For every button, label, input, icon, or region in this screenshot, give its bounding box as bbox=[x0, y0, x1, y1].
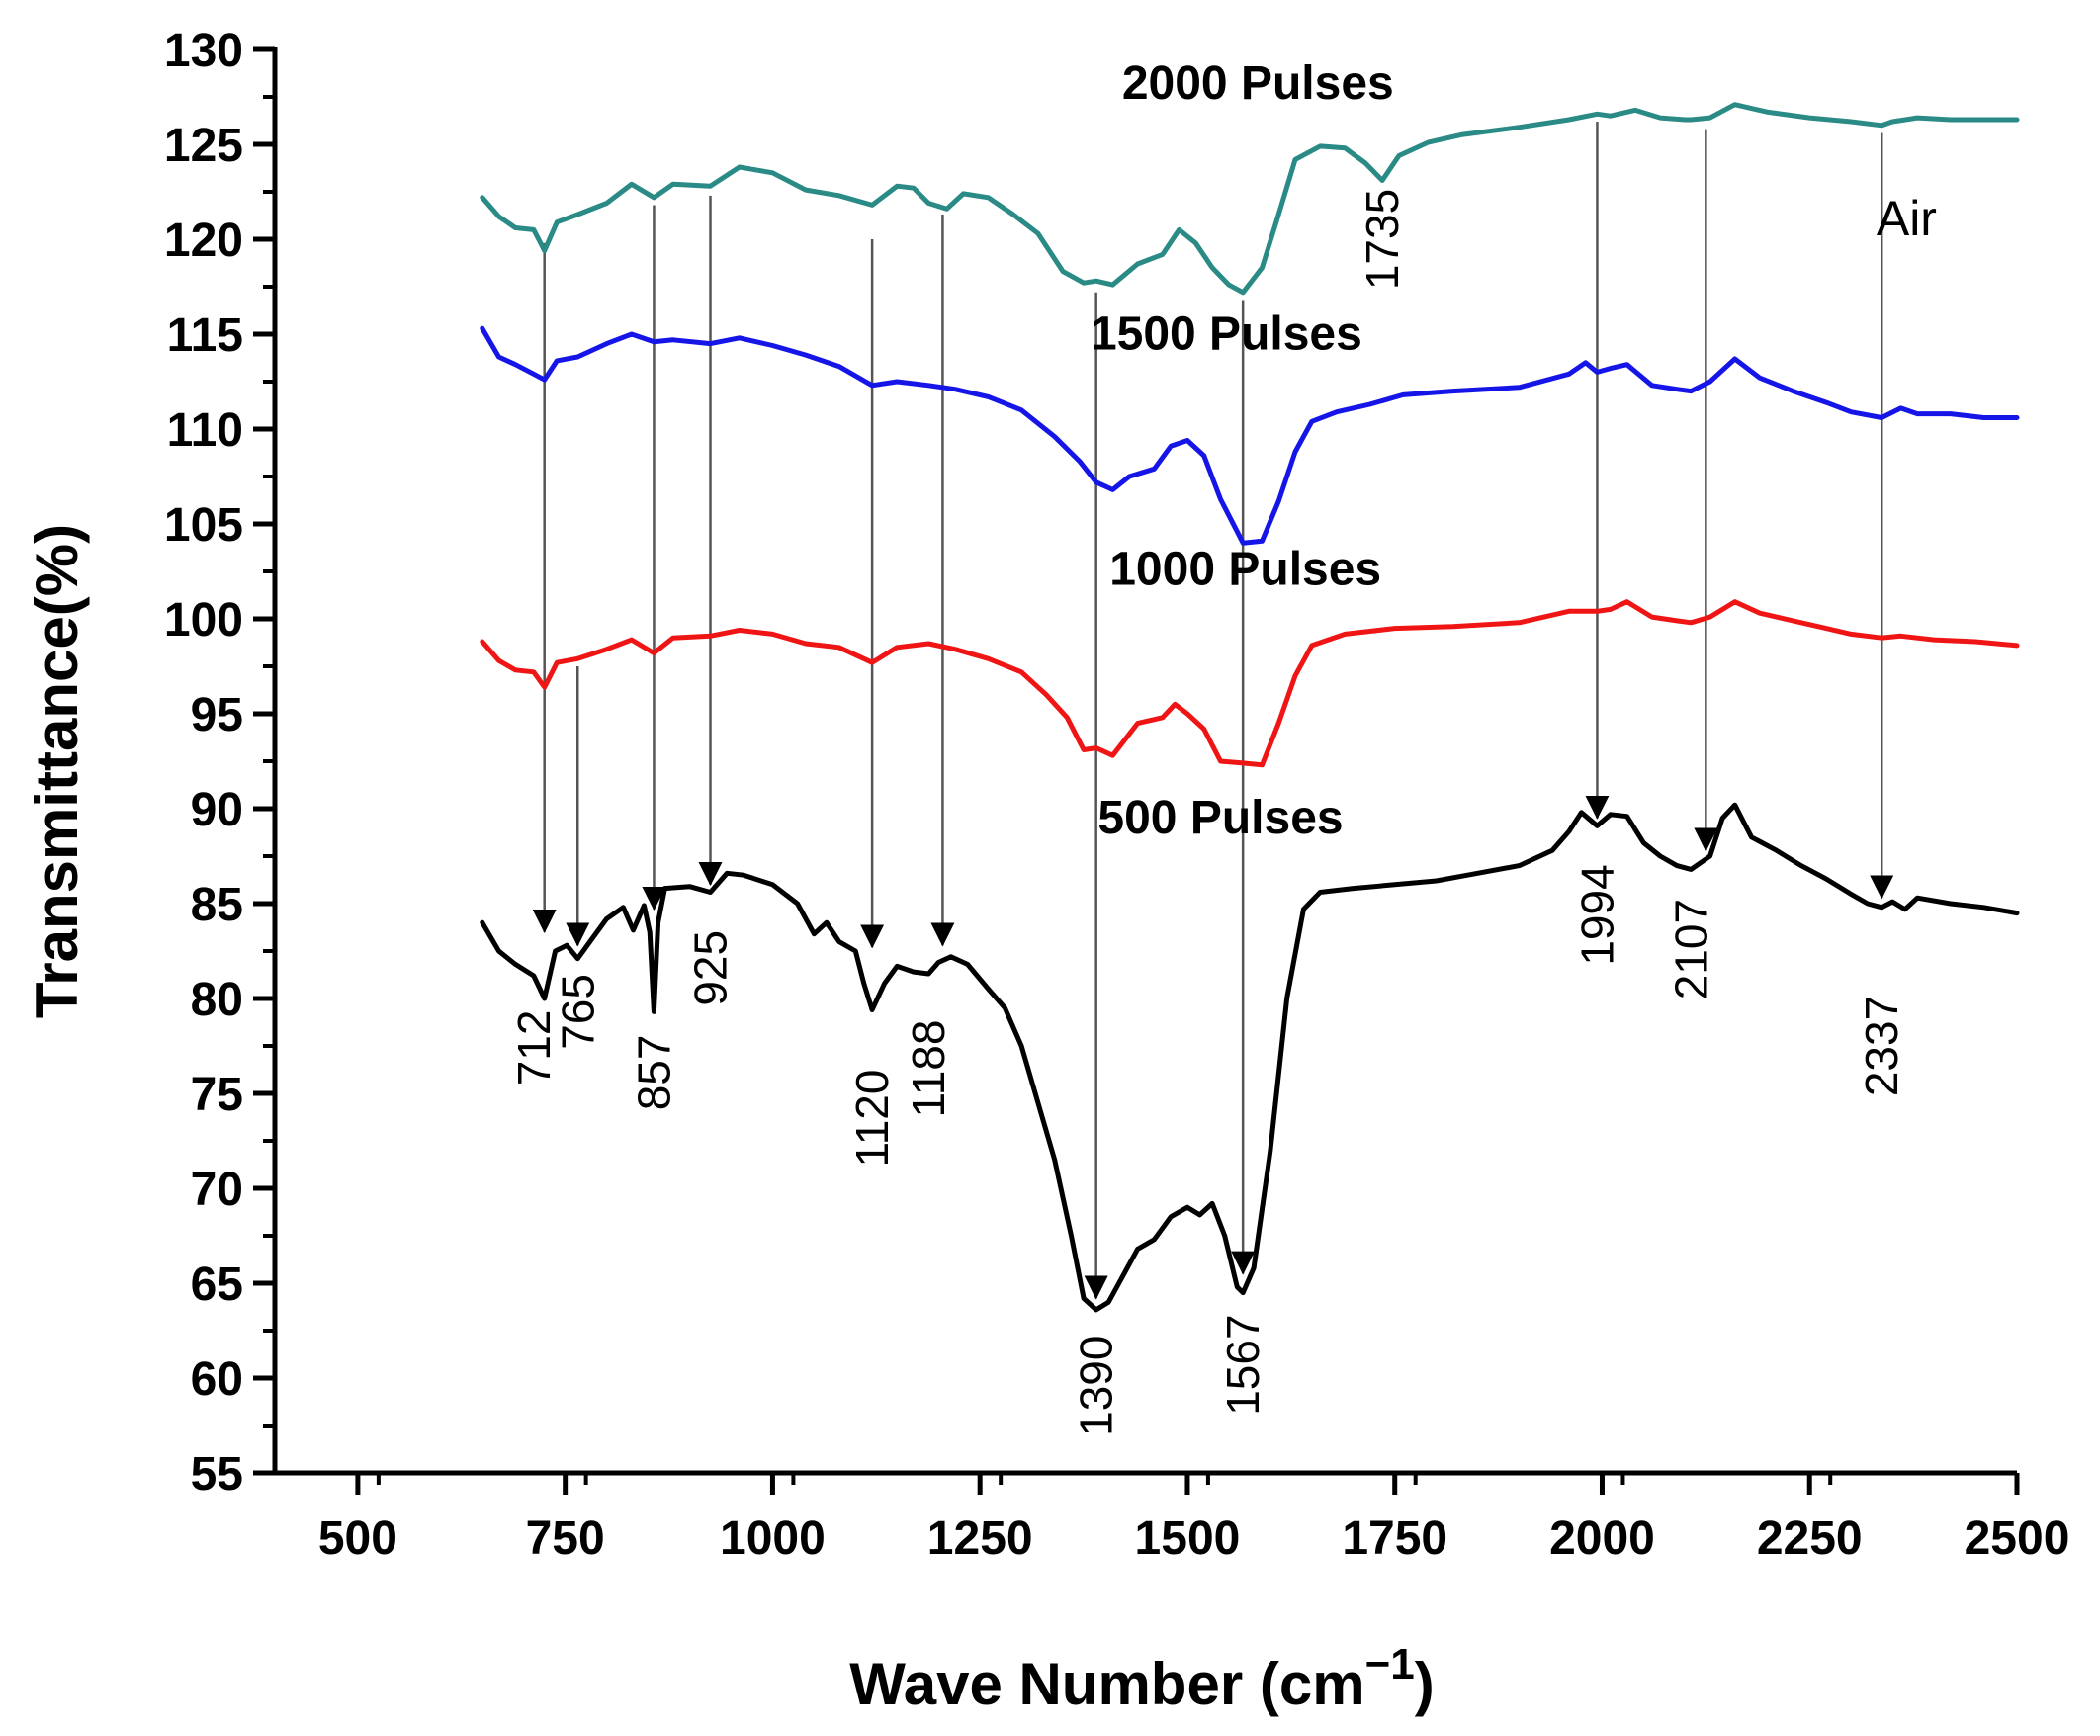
annotation-label: Air bbox=[1877, 191, 1937, 246]
series-line-1000-pulses bbox=[480, 599, 2020, 768]
x-tick-label: 2000 bbox=[1549, 1513, 1655, 1565]
y-tick-label: 110 bbox=[167, 404, 243, 457]
series-line-500-pulses bbox=[480, 802, 2020, 1313]
series-label: 2000 Pulses bbox=[1122, 57, 1394, 110]
y-tick-label: 80 bbox=[191, 974, 243, 1026]
peak-label: 1188 bbox=[903, 1020, 954, 1118]
y-tick-label: 125 bbox=[164, 120, 243, 172]
y-tick-label: 130 bbox=[164, 25, 243, 77]
y-tick-label: 115 bbox=[167, 309, 243, 362]
x-tick-label: 1500 bbox=[1135, 1513, 1241, 1565]
peak-label: 2107 bbox=[1665, 899, 1716, 999]
x-tick-label: 750 bbox=[526, 1513, 605, 1565]
y-tick-label: 75 bbox=[191, 1069, 243, 1121]
peak-label: 712 bbox=[508, 1010, 560, 1086]
y-tick-label: 85 bbox=[191, 879, 243, 931]
x-tick-label: 2250 bbox=[1757, 1513, 1863, 1565]
y-tick-label: 70 bbox=[191, 1164, 243, 1216]
x-axis-ticks: 500 750 1000 1250 1500 1750 2000 2250 2500 bbox=[318, 1473, 2070, 1565]
y-tick-label: 95 bbox=[191, 689, 243, 741]
series-line-1500-pulses bbox=[480, 325, 2020, 546]
peak-arrows bbox=[532, 121, 1894, 1300]
x-tick-label: 500 bbox=[318, 1513, 397, 1565]
annotations: 2000 Pulses 1500 Pulses 1000 Pulses 500 Pul… bbox=[508, 57, 1937, 1436]
series-label: 500 Pulses bbox=[1097, 792, 1343, 844]
peak-label: 765 bbox=[552, 974, 603, 1050]
peak-label: 2337 bbox=[1856, 996, 1907, 1096]
peak-label: 925 bbox=[685, 930, 737, 1006]
peak-label: 1120 bbox=[846, 1070, 898, 1168]
peak-label: 1994 bbox=[1571, 864, 1622, 965]
y-tick-label: 60 bbox=[191, 1353, 243, 1406]
x-axis-title-superscript: −1 bbox=[1365, 1640, 1415, 1689]
axes: 500 750 1000 1250 1500 1750 2000 2250 2500 55 60 6… bbox=[164, 25, 2069, 1565]
x-tick-label: 1000 bbox=[720, 1513, 826, 1565]
peak-label: 1390 bbox=[1071, 1336, 1122, 1436]
y-tick-label: 120 bbox=[164, 215, 243, 267]
x-axis-title: Wave Number (cm−1) bbox=[849, 1640, 1434, 1717]
spectra-lines bbox=[480, 102, 2020, 1313]
y-tick-label: 65 bbox=[191, 1259, 243, 1311]
y-tick-label: 55 bbox=[191, 1448, 243, 1501]
series-label: 1500 Pulses bbox=[1091, 307, 1362, 360]
y-tick-label: 105 bbox=[164, 499, 243, 552]
series-line-2000-pulses bbox=[480, 102, 2020, 296]
peak-label: 1735 bbox=[1356, 189, 1408, 290]
y-axis-title: Transmittance(%) bbox=[24, 524, 90, 1018]
x-tick-label: 1750 bbox=[1342, 1513, 1447, 1565]
x-tick-label: 1250 bbox=[927, 1513, 1033, 1565]
x-axis-title-text: Wave Number (cm bbox=[849, 1651, 1364, 1717]
x-tick-label: 2500 bbox=[1965, 1513, 2070, 1565]
y-tick-label: 90 bbox=[191, 784, 243, 836]
x-axis-title-close: ) bbox=[1415, 1651, 1435, 1717]
peak-label: 1567 bbox=[1217, 1314, 1269, 1415]
series-label: 1000 Pulses bbox=[1109, 543, 1381, 595]
y-tick-label: 100 bbox=[164, 594, 243, 647]
peak-label: 857 bbox=[628, 1035, 679, 1111]
y-axis-ticks: 55 60 65 70 75 80 85 90 95 100 105 110 115 120 125 130 bbox=[164, 25, 275, 1501]
